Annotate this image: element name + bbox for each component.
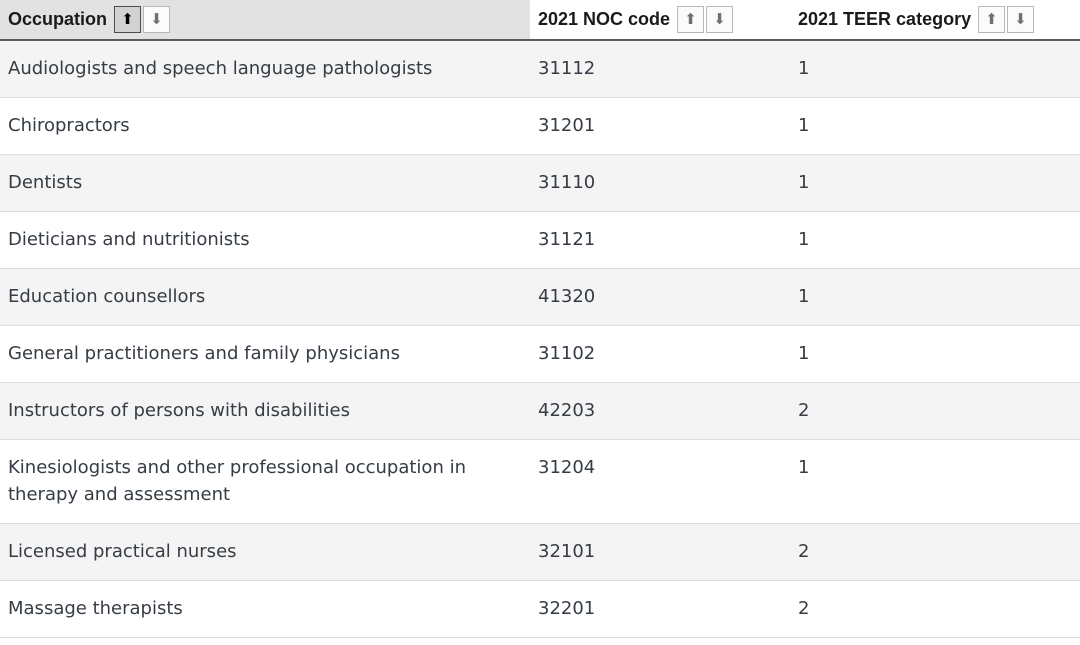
teer-category-cell: 1 — [798, 115, 810, 136]
header-row: Occupation ⬆ ⬇ 2021 NOC code ⬆ ⬇ — [0, 0, 1080, 41]
teer-category-cell: 2 — [798, 598, 810, 619]
noc-code-cell: 42203 — [538, 400, 596, 421]
occupation-cell: Licensed practical nurses — [8, 541, 237, 562]
arrow-down-icon: ⬇ — [150, 10, 163, 28]
noc-code-cell: 32201 — [538, 598, 596, 619]
noc-code-cell: 31112 — [538, 58, 596, 79]
table-header: Occupation ⬆ ⬇ 2021 NOC code ⬆ ⬇ — [0, 0, 1080, 41]
noc-code-cell: 32101 — [538, 541, 596, 562]
occupation-cell: Education counsellors — [8, 286, 206, 307]
table-row: General practitioners and family physici… — [0, 325, 1080, 383]
table-row: Licensed practical nurses 32101 2 — [0, 523, 1080, 581]
column-label-teer-category: 2021 TEER category — [798, 9, 972, 29]
sort-descending-button[interactable]: ⬇ — [1007, 6, 1035, 33]
table-row: Education counsellors 41320 1 — [0, 268, 1080, 326]
teer-category-cell: 1 — [798, 172, 810, 193]
sort-controls-teer-category: ⬆ ⬇ — [978, 6, 1035, 33]
table-body: Audiologists and speech language patholo… — [0, 40, 1080, 638]
table-row: Chiropractors 31201 1 — [0, 97, 1080, 155]
column-label-noc-code: 2021 NOC code — [538, 9, 671, 29]
teer-category-cell: 1 — [798, 286, 810, 307]
column-header-teer-category: 2021 TEER category ⬆ ⬇ — [790, 0, 1080, 41]
noc-code-cell: 31201 — [538, 115, 596, 136]
sort-ascending-button[interactable]: ⬆ — [677, 6, 705, 33]
table-row: Instructors of persons with disabilities… — [0, 382, 1080, 440]
occupation-cell: Kinesiologists and other professional oc… — [8, 457, 466, 505]
occupation-cell: Audiologists and speech language patholo… — [8, 58, 433, 79]
sort-ascending-button[interactable]: ⬆ — [978, 6, 1006, 33]
teer-category-cell: 1 — [798, 229, 810, 250]
column-header-occupation: Occupation ⬆ ⬇ — [0, 0, 530, 41]
noc-code-cell: 31110 — [538, 172, 596, 193]
teer-category-cell: 2 — [798, 541, 810, 562]
teer-category-cell: 1 — [798, 343, 810, 364]
sort-descending-button[interactable]: ⬇ — [706, 6, 734, 33]
table-row: Dieticians and nutritionists 31121 1 — [0, 211, 1080, 269]
occupation-cell: Chiropractors — [8, 115, 130, 136]
occupation-cell: Dentists — [8, 172, 83, 193]
arrow-up-icon: ⬆ — [121, 10, 134, 28]
noc-code-cell: 31102 — [538, 343, 596, 364]
table-row: Massage therapists 32201 2 — [0, 580, 1080, 638]
teer-category-cell: 1 — [798, 58, 810, 79]
arrow-up-icon: ⬆ — [985, 10, 998, 28]
table-row: Kinesiologists and other professional oc… — [0, 439, 1080, 524]
table-row: Audiologists and speech language patholo… — [0, 40, 1080, 98]
table-row: Dentists 31110 1 — [0, 154, 1080, 212]
occupation-cell: General practitioners and family physici… — [8, 343, 400, 364]
sort-controls-noc-code: ⬆ ⬇ — [677, 6, 734, 33]
sort-controls-occupation: ⬆ ⬇ — [114, 6, 171, 33]
teer-category-cell: 2 — [798, 400, 810, 421]
arrow-down-icon: ⬇ — [713, 10, 726, 28]
column-header-noc-code: 2021 NOC code ⬆ ⬇ — [530, 0, 790, 41]
noc-code-cell: 41320 — [538, 286, 596, 307]
noc-code-cell: 31204 — [538, 457, 596, 478]
sort-descending-button[interactable]: ⬇ — [143, 6, 171, 33]
arrow-down-icon: ⬇ — [1014, 10, 1027, 28]
occupation-cell: Dieticians and nutritionists — [8, 229, 250, 250]
teer-category-cell: 1 — [798, 457, 810, 478]
sort-ascending-button[interactable]: ⬆ — [114, 6, 142, 33]
column-label-occupation: Occupation — [8, 9, 108, 29]
noc-code-cell: 31121 — [538, 229, 596, 250]
occupation-cell: Massage therapists — [8, 598, 183, 619]
arrow-up-icon: ⬆ — [684, 10, 697, 28]
occupation-cell: Instructors of persons with disabilities — [8, 400, 350, 421]
